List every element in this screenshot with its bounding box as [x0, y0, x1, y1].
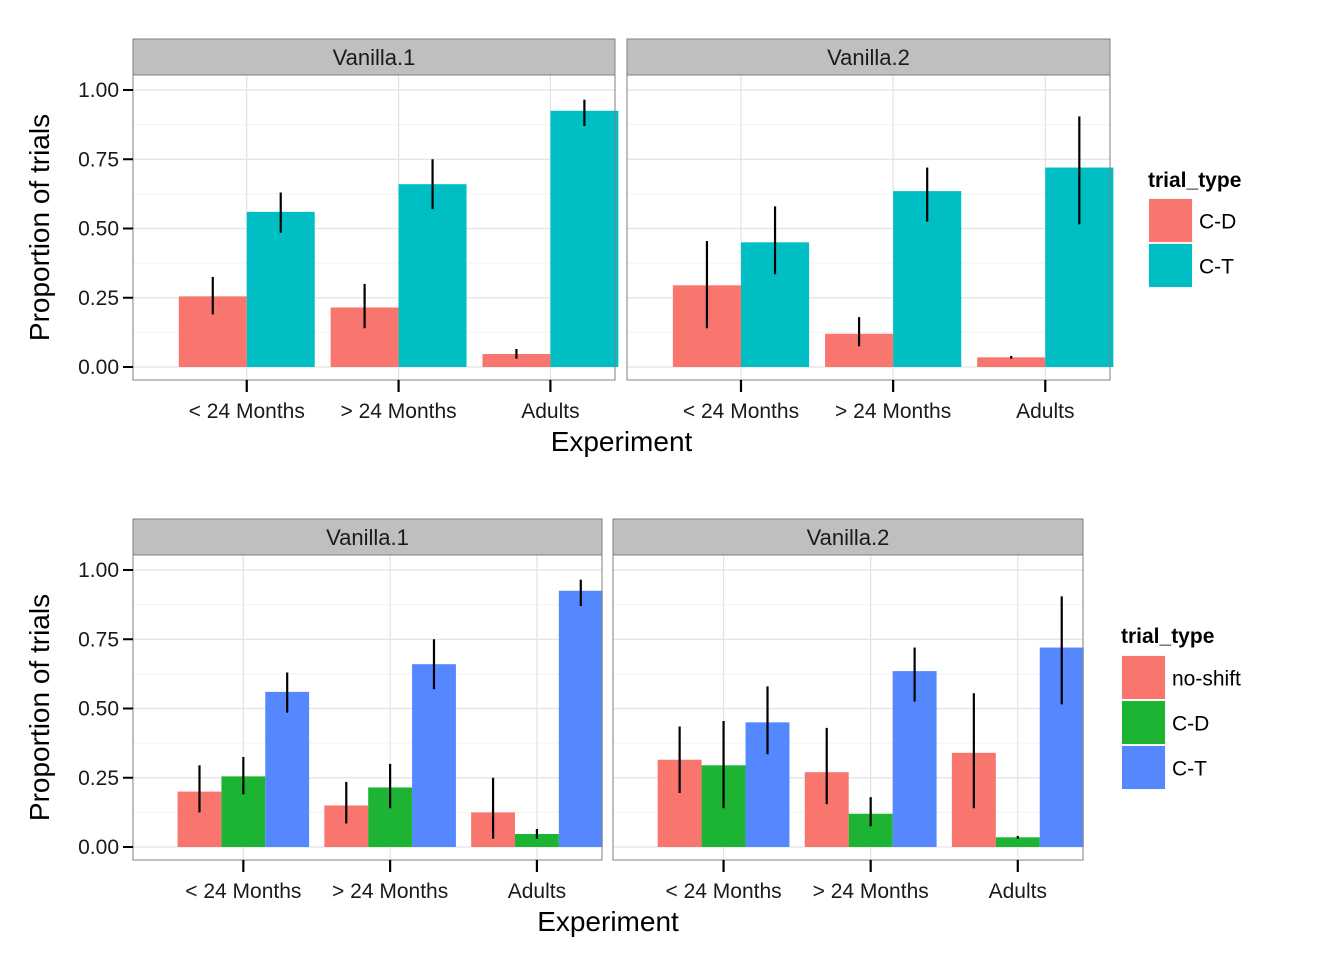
x-tick-label: < 24 Months: [189, 400, 305, 423]
facet-title: Vanilla.2: [807, 525, 890, 550]
bar: [550, 110, 619, 368]
legend-swatch: [1149, 244, 1192, 287]
legend-swatch: [1122, 746, 1165, 789]
facet-strip: [626, 38, 1111, 76]
legend: trial_type C-D C-T: [1147, 169, 1241, 289]
chart-1: Vanilla.1 < 24 Months > 24 Months Adults 0.0…: [24, 38, 1241, 457]
bar: [482, 353, 551, 367]
y-tick-label: 1.00: [78, 559, 119, 582]
y-tick-label: 0.75: [78, 148, 119, 171]
x-tick-label: Adults: [521, 400, 579, 423]
x-tick-label: Adults: [508, 880, 566, 903]
panel-vanilla-1: Vanilla.1 < 24 Months > 24 Months Adults 0.0…: [78, 38, 619, 423]
facet-title: Vanilla.1: [326, 525, 409, 550]
x-tick-label: Adults: [989, 880, 1047, 903]
facet-strip: [132, 518, 603, 556]
y-axis-title: Proportion of trials: [24, 114, 55, 341]
y-tick-label: 0.75: [78, 628, 119, 651]
bar: [398, 184, 467, 367]
y-axis-title: Proportion of trials: [24, 594, 55, 821]
bar: [515, 833, 559, 847]
legend-swatch: [1149, 199, 1192, 242]
facet-strip: [132, 38, 616, 76]
x-tick-label: > 24 Months: [332, 880, 448, 903]
x-tick-label: < 24 Months: [683, 400, 799, 423]
facet-title: Vanilla.2: [827, 45, 910, 70]
legend-swatch: [1122, 656, 1165, 699]
legend-title: trial_type: [1121, 625, 1214, 648]
x-tick-label: > 24 Months: [835, 400, 951, 423]
panel-border: [612, 554, 1084, 861]
legend-label: C-D: [1199, 211, 1236, 234]
y-tick-label: 1.00: [78, 79, 119, 102]
x-axis-title: Experiment: [537, 906, 679, 937]
y-tick-label: 0.25: [78, 287, 119, 310]
x-tick-label: < 24 Months: [185, 880, 301, 903]
legend-label: C-D: [1172, 713, 1209, 736]
y-tick-label: 0.25: [78, 767, 119, 790]
bar: [977, 357, 1046, 367]
bar: [412, 664, 456, 847]
legend-label: no-shift: [1172, 668, 1241, 691]
panel-vanilla-1: Vanilla.1 < 24 Months > 24 Months Adults 0.0…: [78, 518, 603, 903]
y-tick-label: 0.00: [78, 356, 119, 379]
y-tick-label: 0.00: [78, 836, 119, 859]
y-tick-label: 0.50: [78, 218, 119, 241]
legend-swatch: [1122, 701, 1165, 744]
x-tick-label: > 24 Months: [813, 880, 929, 903]
x-tick-label: < 24 Months: [665, 880, 781, 903]
y-tick-label: 0.50: [78, 698, 119, 721]
x-tick-label: > 24 Months: [341, 400, 457, 423]
legend: trial_type no-shift C-D C-T: [1120, 625, 1241, 791]
x-tick-label: Adults: [1016, 400, 1074, 423]
bar: [558, 590, 603, 847]
panel-vanilla-2: Vanilla.2 < 24 Months > 24 Months Adults: [626, 38, 1114, 423]
bar: [246, 211, 315, 367]
bar: [995, 837, 1040, 847]
chart-2: Vanilla.1 < 24 Months > 24 Months Adults 0.0…: [24, 518, 1241, 937]
legend-label: C-T: [1199, 256, 1234, 279]
facet-strip: [612, 518, 1084, 556]
legend-title: trial_type: [1148, 169, 1241, 192]
legend-label: C-T: [1172, 758, 1207, 781]
x-axis-title: Experiment: [551, 426, 693, 457]
bar: [265, 691, 310, 847]
panel-border: [626, 74, 1111, 381]
facet-title: Vanilla.1: [333, 45, 416, 70]
panel-vanilla-2: Vanilla.2 < 24 Months > 24 Months Adults: [612, 518, 1084, 903]
